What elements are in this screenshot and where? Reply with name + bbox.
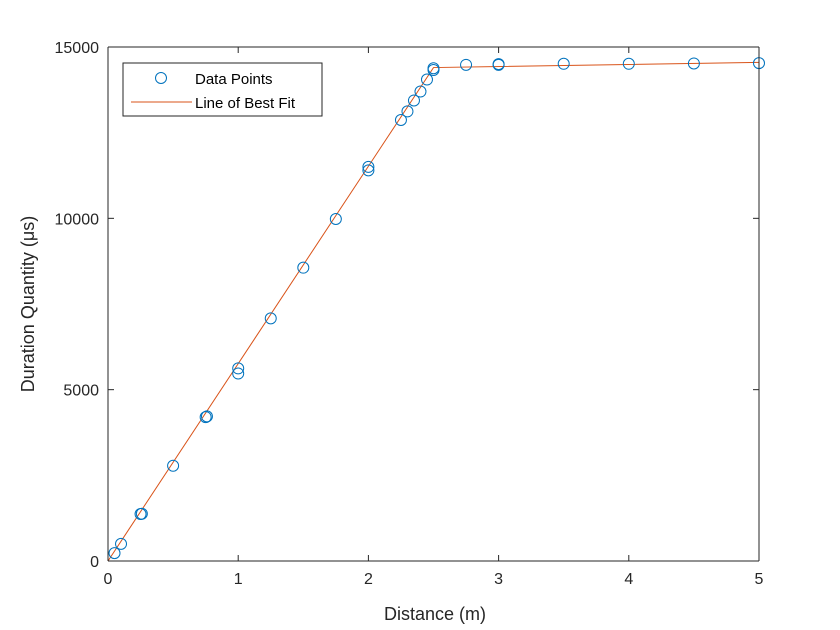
x-tick-label: 0: [104, 571, 113, 588]
x-tick-label: 3: [494, 571, 503, 588]
data-point: [557, 57, 570, 70]
data-point: [199, 411, 212, 424]
x-axis-label: Distance (m): [384, 604, 486, 624]
legend-box: [122, 62, 323, 117]
data-point: [427, 62, 440, 75]
plot-area: [108, 47, 759, 561]
data-point: [115, 537, 128, 550]
data-point: [362, 160, 375, 173]
legend: Data Points Line of Best Fit: [122, 62, 323, 117]
data-point: [492, 58, 505, 71]
data-point: [401, 105, 414, 118]
data-point: [232, 367, 245, 380]
axes: [107, 46, 760, 562]
legend-marker-data-points: [155, 72, 167, 84]
data-point: [362, 164, 375, 177]
y-tick-label: 0: [90, 554, 99, 571]
data-point: [232, 362, 245, 375]
data-point: [420, 73, 433, 86]
data-point: [200, 410, 213, 423]
y-axis-label: Duration Quantity (μs): [18, 216, 38, 392]
legend-label-data-points: Data Points: [195, 71, 273, 88]
data-point: [264, 312, 277, 325]
data-point: [687, 57, 700, 70]
data-point: [414, 85, 427, 98]
data-point: [297, 261, 310, 274]
legend-label-best-fit: Line of Best Fit: [195, 95, 296, 112]
tick-labels: 0 1 2 3 4 5 0 5000 10000 15000: [55, 40, 764, 588]
x-tick-label: 5: [755, 571, 764, 588]
y-tick-label: 15000: [55, 40, 100, 57]
best-fit-line: [107, 61, 760, 562]
y-tick-label: 5000: [63, 383, 99, 400]
data-point: [622, 57, 635, 70]
data-point: [135, 507, 148, 520]
x-tick-label: 2: [364, 571, 373, 588]
data-point: [329, 213, 342, 226]
data-point: [108, 547, 121, 560]
x-tick-label: 4: [624, 571, 633, 588]
data-point: [167, 459, 180, 472]
data-point: [394, 113, 407, 126]
data-point: [460, 58, 473, 71]
data-point: [407, 94, 420, 107]
y-tick-label: 10000: [55, 211, 100, 228]
plot-background: [108, 47, 759, 561]
x-tick-label: 1: [234, 571, 243, 588]
